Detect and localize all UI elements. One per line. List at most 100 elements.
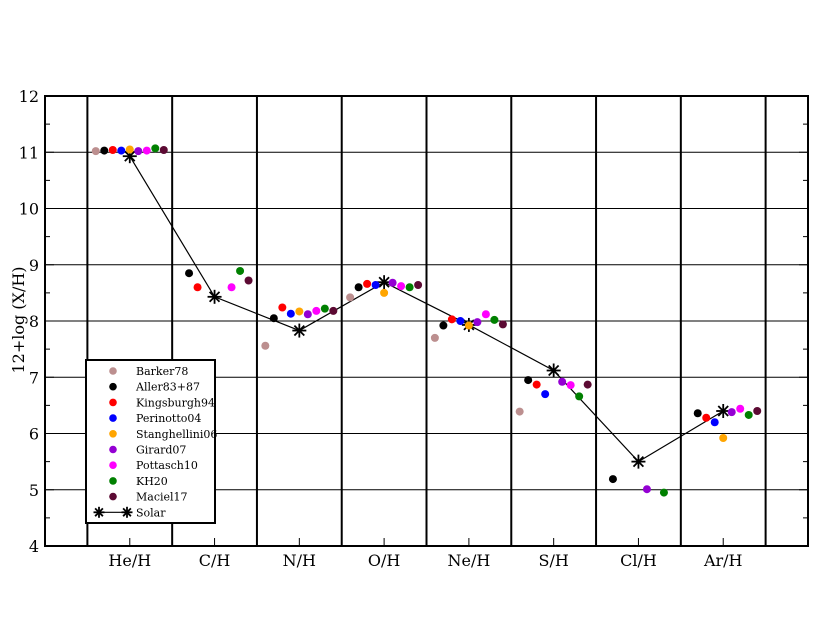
data-point xyxy=(608,475,617,484)
data-point xyxy=(719,434,728,442)
legend: Barker78 Aller83+87 Kingsburgh94 Perinotto0… xyxy=(85,359,217,524)
x-tick-label: O/H xyxy=(368,551,401,570)
solar-marker xyxy=(546,363,561,378)
data-point xyxy=(515,407,524,416)
data-point xyxy=(490,315,499,324)
legend-item: Girard07 xyxy=(109,444,186,457)
legend-marker xyxy=(109,414,117,422)
data-point xyxy=(295,307,304,316)
data-point xyxy=(346,293,355,302)
legend-marker xyxy=(109,382,117,391)
data-point xyxy=(642,485,651,494)
solar-marker xyxy=(377,275,392,290)
data-point xyxy=(693,409,702,418)
legend-label: Girard07 xyxy=(136,444,186,457)
x-axis: He/H C/H N/H O/H Ne/H S/H Cl/H Ar/H xyxy=(108,538,743,570)
data-point xyxy=(185,269,194,278)
legend-label: Barker78 xyxy=(136,365,188,378)
y-axis: 4 5 6 7 8 9 10 11 12 xyxy=(19,87,808,556)
x-tick-label: C/H xyxy=(199,551,231,570)
data-point xyxy=(142,146,151,155)
data-point xyxy=(380,288,389,297)
x-tick-label: Ar/H xyxy=(703,551,743,570)
data-point xyxy=(659,488,668,497)
data-point xyxy=(371,281,380,289)
data-point xyxy=(303,310,312,319)
data-point xyxy=(575,392,584,401)
legend-star xyxy=(121,506,133,518)
y-tick-label: 8 xyxy=(29,312,39,331)
data-point xyxy=(354,283,363,292)
legend-item: Solar xyxy=(93,506,166,519)
data-point xyxy=(744,410,753,419)
legend-marker xyxy=(109,492,117,501)
data-point xyxy=(727,408,736,417)
data-point xyxy=(566,381,575,390)
data-point xyxy=(91,147,100,156)
data-point xyxy=(108,146,117,154)
legend-label: Stanghellini06 xyxy=(136,428,217,441)
legend-star xyxy=(93,506,105,518)
data-point xyxy=(702,413,711,422)
category-separators xyxy=(86,96,767,546)
data-point xyxy=(397,282,406,291)
legend-marker xyxy=(109,477,117,485)
data-point xyxy=(710,418,719,427)
legend-item: Kingsburgh94 xyxy=(109,396,215,409)
data-point xyxy=(244,276,253,285)
data-point xyxy=(236,266,245,275)
data-point xyxy=(269,314,278,323)
data-point xyxy=(753,407,762,415)
y-tick-label: 5 xyxy=(29,481,39,500)
data-point xyxy=(583,380,592,389)
legend-item: Perinotto04 xyxy=(109,412,201,425)
data-point xyxy=(447,315,456,324)
y-tick-label: 10 xyxy=(19,200,39,219)
data-point xyxy=(405,283,414,292)
legend-marker xyxy=(109,398,117,407)
data-point xyxy=(227,283,236,292)
legend-item: KH20 xyxy=(109,475,168,488)
legend-item: Maciel17 xyxy=(109,491,188,504)
data-point xyxy=(439,321,448,330)
y-tick-label: 7 xyxy=(29,368,39,387)
legend-label: Pottasch10 xyxy=(136,459,198,472)
y-tick-label: 9 xyxy=(29,256,39,275)
data-point xyxy=(558,377,567,386)
data-point xyxy=(278,303,287,312)
legend-marker xyxy=(109,445,117,454)
legend-item: Aller83+87 xyxy=(109,381,200,394)
data-point xyxy=(388,278,397,287)
data-point xyxy=(541,390,550,399)
legend-marker xyxy=(109,430,117,438)
x-tick-label: S/H xyxy=(539,551,569,570)
data-point xyxy=(430,333,439,342)
data-point xyxy=(312,306,321,315)
data-point xyxy=(193,283,202,292)
y-tick-label: 4 xyxy=(29,537,39,556)
legend-item: Pottasch10 xyxy=(109,459,198,472)
legend-label: Aller83+87 xyxy=(135,381,200,394)
legend-label: Solar xyxy=(136,506,166,519)
solar-series xyxy=(122,149,731,469)
y-tick-label: 11 xyxy=(19,143,39,162)
data-point xyxy=(473,318,482,327)
data-point xyxy=(464,321,473,330)
solar-marker xyxy=(207,289,222,304)
legend-item: Stanghellini06 xyxy=(109,428,217,441)
legend-label: Kingsburgh94 xyxy=(136,396,215,409)
data-point xyxy=(117,146,126,155)
legend-box xyxy=(85,359,216,524)
legend-label: Perinotto04 xyxy=(136,412,201,425)
data-point xyxy=(261,341,270,350)
y-tick-label: 12 xyxy=(19,87,39,106)
data-points xyxy=(91,144,762,497)
data-point xyxy=(524,376,533,385)
data-point xyxy=(414,281,423,289)
legend-item: Barker78 xyxy=(109,365,188,378)
x-tick-label: Cl/H xyxy=(620,551,657,570)
data-point xyxy=(456,317,465,325)
y-tick-label: 6 xyxy=(29,425,39,444)
x-tick-label: Ne/H xyxy=(447,551,490,570)
x-tick-label: He/H xyxy=(108,551,151,570)
